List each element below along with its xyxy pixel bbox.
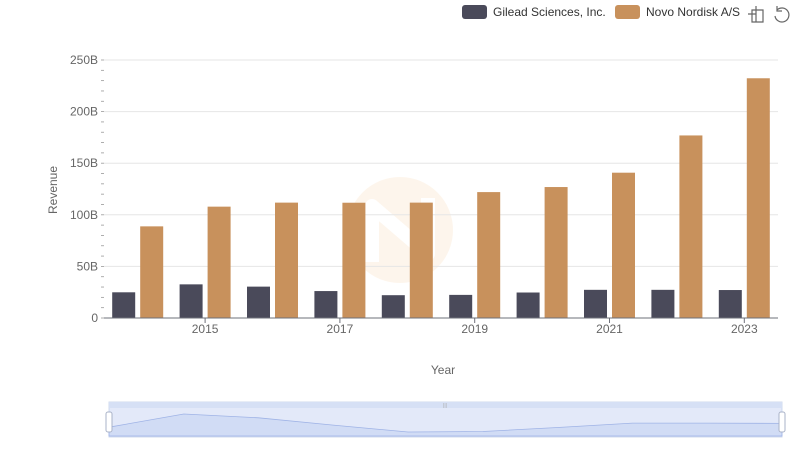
y-tick-label: 50B (77, 259, 98, 273)
bar-gilead-sciences-inc-2015 (179, 284, 203, 318)
bar-novo-nordisk-a-s-2014 (140, 226, 164, 318)
bar-gilead-sciences-inc-2022 (651, 289, 675, 318)
x-tick-label: 2015 (192, 322, 219, 336)
restore-icon[interactable] (774, 6, 790, 23)
x-axis-label: Year (431, 363, 455, 377)
bar-novo-nordisk-a-s-2015 (207, 206, 231, 318)
bar-novo-nordisk-a-s-2019 (477, 192, 501, 318)
x-tick-label: 2021 (596, 322, 623, 336)
bar-novo-nordisk-a-s-2017 (342, 202, 366, 318)
y-tick-label: 0 (91, 311, 98, 325)
x-tick-label: 2019 (461, 322, 488, 336)
bar-gilead-sciences-inc-2023 (718, 290, 742, 318)
legend-label: Gilead Sciences, Inc. (493, 5, 606, 19)
y-axis-label: Revenue (46, 166, 60, 214)
bars (112, 78, 770, 318)
x-tick-label: 2023 (731, 322, 758, 336)
datazoom-slider[interactable]: ||| (105, 401, 786, 438)
bar-novo-nordisk-a-s-2018 (409, 202, 433, 318)
bar-gilead-sciences-inc-2016 (247, 286, 270, 318)
legend-swatch (462, 5, 487, 19)
datazoom-top-bar[interactable] (109, 402, 782, 408)
bar-gilead-sciences-inc-2017 (314, 291, 338, 318)
y-axis: 0 50B 100B 150B 200B 250B (70, 53, 104, 325)
bar-gilead-sciences-inc-2021 (584, 289, 607, 318)
bar-gilead-sciences-inc-2018 (381, 295, 405, 318)
bar-gilead-sciences-inc-2020 (516, 292, 540, 318)
x-tick-label: 2017 (327, 322, 354, 336)
legend-swatch (615, 5, 640, 19)
y-tick-label: 250B (70, 53, 98, 67)
datazoom-handle-left[interactable] (105, 411, 113, 433)
y-tick-label: 100B (70, 208, 98, 222)
datazoom-grip[interactable]: ||| (443, 403, 447, 409)
datazoom-data-shadow (108, 413, 783, 437)
bar-novo-nordisk-a-s-2016 (275, 202, 298, 318)
x-axis: 2015 2017 2019 2021 2023 (104, 317, 778, 336)
bar-novo-nordisk-a-s-2022 (679, 135, 703, 318)
legend: Gilead Sciences, Inc. Novo Nordisk A/S (462, 5, 740, 19)
bar-novo-nordisk-a-s-2023 (746, 78, 770, 318)
bar-gilead-sciences-inc-2014 (112, 292, 136, 318)
bar-gilead-sciences-inc-2019 (449, 294, 473, 318)
zoom-select-icon[interactable] (748, 6, 764, 23)
bar-novo-nordisk-a-s-2021 (612, 172, 635, 318)
y-tick-label: 150B (70, 156, 98, 170)
bar-novo-nordisk-a-s-2020 (544, 187, 568, 318)
y-tick-label: 200B (70, 105, 98, 119)
datazoom-handle-right[interactable] (778, 411, 786, 433)
legend-label: Novo Nordisk A/S (646, 5, 740, 19)
